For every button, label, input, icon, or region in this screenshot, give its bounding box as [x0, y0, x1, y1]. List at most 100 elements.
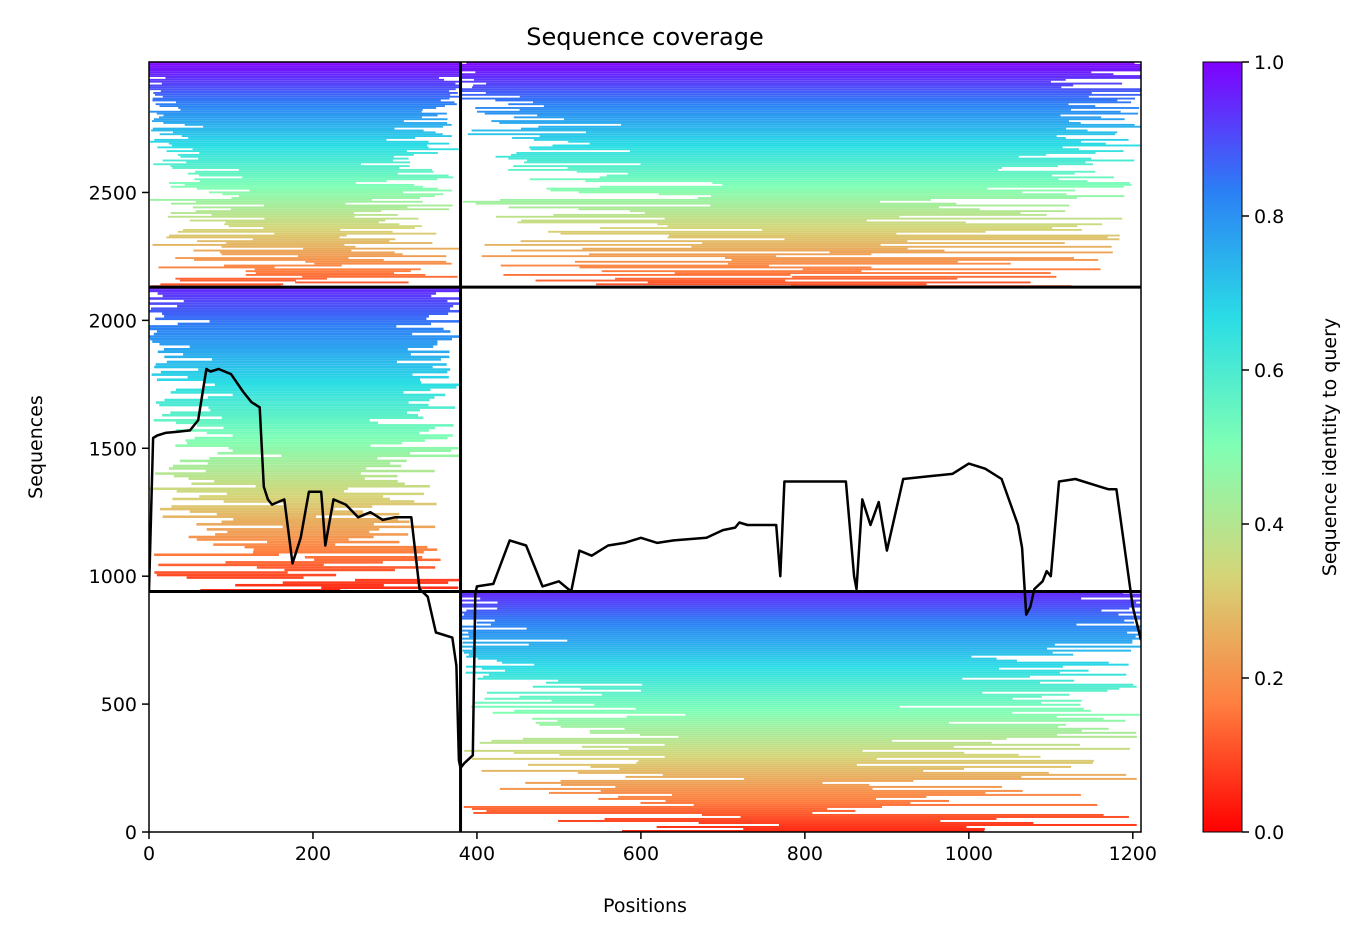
- msa-row: [664, 743, 1080, 746]
- msa-row: [517, 221, 966, 224]
- msa-row: [209, 320, 460, 323]
- msa-row: [667, 236, 1108, 239]
- msa-row: [177, 153, 414, 156]
- msa-row: [185, 439, 425, 442]
- msa-row: [171, 202, 346, 205]
- msa-row: [184, 123, 452, 126]
- msa-row: [214, 383, 460, 387]
- msa-row: [647, 281, 1031, 284]
- msa-row: [535, 279, 786, 282]
- msa-row: [460, 75, 1141, 78]
- msa-row: [468, 653, 1074, 656]
- msa-row: [162, 95, 460, 98]
- msa-row: [163, 348, 408, 351]
- msa-row: [693, 803, 1098, 806]
- msa-row: [168, 142, 450, 145]
- msa-row: [173, 474, 398, 478]
- msa-row: [304, 556, 423, 559]
- msa-row: [461, 80, 1051, 83]
- colorbar-tick-label: 0.2: [1254, 668, 1284, 690]
- msa-row: [231, 197, 421, 199]
- msa-row: [149, 69, 461, 72]
- colorbar: [1202, 61, 1243, 833]
- msa-row: [599, 185, 1124, 188]
- msa-row: [149, 198, 372, 201]
- msa-row: [149, 67, 461, 70]
- msa-row: [526, 627, 1140, 630]
- msa-row: [513, 751, 965, 754]
- msa-row: [208, 406, 456, 409]
- msa-row: [303, 247, 460, 250]
- msa-row: [473, 811, 813, 814]
- msa-row: [460, 605, 1141, 608]
- msa-row: [495, 215, 900, 218]
- msa-row: [314, 262, 452, 265]
- msa-row: [476, 621, 1135, 624]
- msa-row: [267, 540, 400, 544]
- msa-row: [175, 257, 349, 259]
- msa-row: [574, 260, 958, 263]
- msa-row: [473, 78, 1066, 81]
- msa-row: [460, 69, 1141, 72]
- msa-row: [149, 88, 456, 91]
- msa-row: [221, 245, 356, 248]
- msa-row: [522, 737, 1007, 740]
- msa-row: [527, 763, 857, 766]
- msa-row: [172, 497, 390, 501]
- msa-row: [166, 360, 397, 364]
- msa-row: [462, 641, 1133, 644]
- msa-row: [170, 391, 404, 394]
- msa-row: [481, 667, 1000, 670]
- msa-row: [628, 747, 1131, 750]
- msa-row: [668, 234, 1120, 237]
- msa-row: [604, 817, 997, 820]
- msa-row: [463, 200, 881, 203]
- msa-row: [545, 681, 1041, 684]
- msa-row: [662, 773, 1127, 776]
- msa-row: [529, 178, 1059, 181]
- msa-row: [205, 469, 435, 473]
- msa-row: [155, 363, 447, 366]
- msa-block: [460, 62, 1141, 288]
- msa-row: [163, 114, 438, 117]
- msa-row: [484, 697, 1013, 700]
- msa-row: [460, 77, 1141, 79]
- msa-row: [460, 603, 1141, 606]
- msa-row: [153, 118, 448, 121]
- msa-row: [585, 180, 1088, 183]
- msa-row: [189, 219, 386, 222]
- msa-row: [486, 809, 856, 812]
- msa-row: [552, 144, 1141, 147]
- msa-row: [166, 236, 340, 239]
- msa-row: [496, 659, 1017, 662]
- msa-row: [152, 99, 441, 102]
- msa-row: [189, 345, 434, 348]
- msa-row: [168, 467, 367, 470]
- msa-row: [197, 240, 390, 243]
- msa-row: [513, 116, 1102, 119]
- msa-row: [158, 266, 275, 269]
- msa-row: [183, 299, 448, 303]
- msa-row: [702, 813, 1104, 816]
- msa-row: [245, 273, 426, 276]
- msa-row: [254, 268, 421, 271]
- msa-row: [206, 528, 380, 531]
- msa-row: [224, 223, 400, 226]
- msa-row: [225, 561, 383, 564]
- msa-row: [529, 146, 1063, 149]
- msa-row: [242, 176, 454, 179]
- msa-row: [642, 683, 1134, 686]
- msa-row: [538, 125, 1141, 128]
- msa-row: [467, 133, 1116, 136]
- msa-row: [176, 388, 431, 392]
- msa-row: [471, 807, 828, 810]
- msa-row: [159, 342, 438, 346]
- msa-row: [557, 719, 1126, 722]
- msa-row: [762, 228, 1082, 231]
- msa-row: [252, 238, 396, 241]
- msa-row: [535, 721, 949, 724]
- msa-row: [644, 212, 1021, 214]
- msa-row: [282, 525, 436, 529]
- colorbar-tick-label: 0.6: [1254, 360, 1284, 382]
- msa-row: [599, 227, 1053, 229]
